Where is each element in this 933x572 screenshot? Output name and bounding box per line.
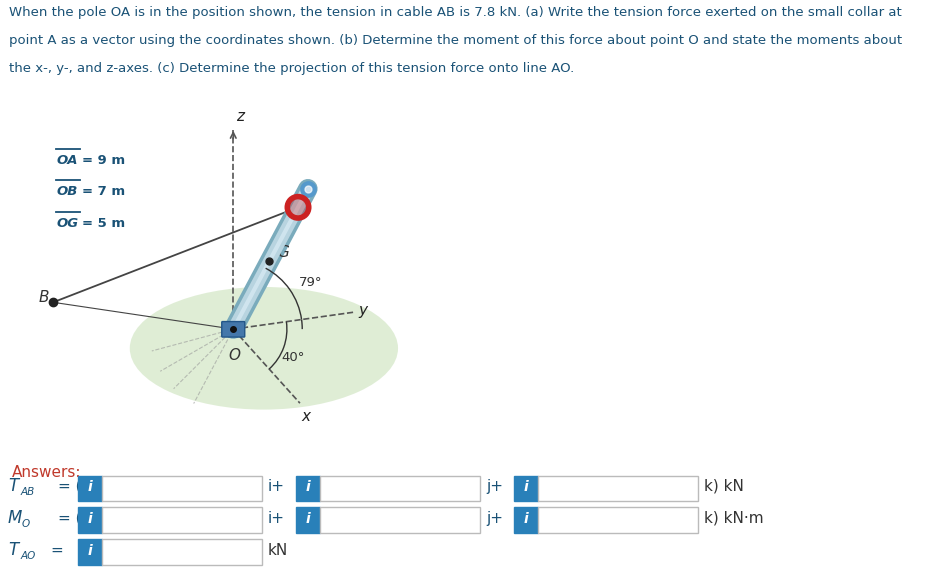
Text: O: O bbox=[22, 519, 30, 529]
Text: When the pole OA is in the position shown, the tension in cable AB is 7.8 kN. (a: When the pole OA is in the position show… bbox=[9, 6, 902, 19]
Text: i+: i+ bbox=[268, 479, 285, 494]
FancyBboxPatch shape bbox=[514, 507, 538, 533]
Text: A: A bbox=[299, 182, 311, 198]
Text: AO: AO bbox=[21, 551, 36, 561]
Ellipse shape bbox=[130, 287, 398, 410]
FancyBboxPatch shape bbox=[102, 539, 262, 565]
Text: G: G bbox=[277, 245, 289, 260]
FancyBboxPatch shape bbox=[102, 507, 262, 533]
Text: 40°: 40° bbox=[281, 351, 304, 364]
Text: i: i bbox=[523, 480, 528, 494]
FancyBboxPatch shape bbox=[538, 475, 698, 502]
FancyBboxPatch shape bbox=[78, 475, 102, 502]
Text: T: T bbox=[8, 478, 18, 495]
FancyBboxPatch shape bbox=[102, 475, 262, 502]
Text: =: = bbox=[50, 543, 63, 558]
Text: M: M bbox=[8, 509, 22, 527]
Text: i: i bbox=[88, 544, 92, 558]
Text: y: y bbox=[358, 303, 368, 317]
FancyBboxPatch shape bbox=[222, 321, 244, 337]
Text: z: z bbox=[236, 109, 244, 124]
FancyBboxPatch shape bbox=[320, 475, 480, 502]
Text: i: i bbox=[88, 480, 92, 494]
Text: = (: = ( bbox=[58, 511, 81, 526]
Text: = 5 m: = 5 m bbox=[82, 217, 125, 230]
Text: k) kN·m: k) kN·m bbox=[704, 511, 763, 526]
Text: point A as a vector using the coordinates shown. (b) Determine the moment of thi: point A as a vector using the coordinate… bbox=[9, 34, 902, 47]
Text: the x-, y-, and z-axes. (c) Determine the projection of this tension force onto : the x-, y-, and z-axes. (c) Determine th… bbox=[9, 62, 575, 76]
Text: Answers:: Answers: bbox=[12, 464, 81, 479]
Text: T: T bbox=[8, 541, 18, 559]
Text: i: i bbox=[88, 513, 92, 526]
Text: OG: OG bbox=[57, 217, 79, 230]
FancyBboxPatch shape bbox=[78, 539, 102, 565]
Text: OA: OA bbox=[57, 154, 78, 167]
Text: = 7 m: = 7 m bbox=[82, 185, 125, 198]
Text: 79°: 79° bbox=[299, 276, 323, 289]
Text: kN: kN bbox=[268, 543, 288, 558]
Text: = (: = ( bbox=[58, 479, 81, 494]
Text: j+: j+ bbox=[486, 511, 503, 526]
Text: = 9 m: = 9 m bbox=[82, 154, 125, 167]
Text: k) kN: k) kN bbox=[704, 479, 744, 494]
Text: i: i bbox=[306, 480, 311, 494]
FancyBboxPatch shape bbox=[78, 507, 102, 533]
FancyBboxPatch shape bbox=[320, 507, 480, 533]
Text: i: i bbox=[306, 513, 311, 526]
Text: AB: AB bbox=[21, 487, 35, 498]
FancyBboxPatch shape bbox=[514, 475, 538, 502]
FancyBboxPatch shape bbox=[296, 507, 320, 533]
Text: OB: OB bbox=[57, 185, 78, 198]
Text: i+: i+ bbox=[268, 511, 285, 526]
Circle shape bbox=[287, 197, 309, 218]
Text: O: O bbox=[228, 348, 240, 363]
Text: i: i bbox=[523, 513, 528, 526]
Text: B: B bbox=[39, 290, 49, 305]
FancyBboxPatch shape bbox=[296, 475, 320, 502]
Text: j+: j+ bbox=[486, 479, 503, 494]
FancyBboxPatch shape bbox=[538, 507, 698, 533]
Text: x: x bbox=[302, 409, 311, 424]
